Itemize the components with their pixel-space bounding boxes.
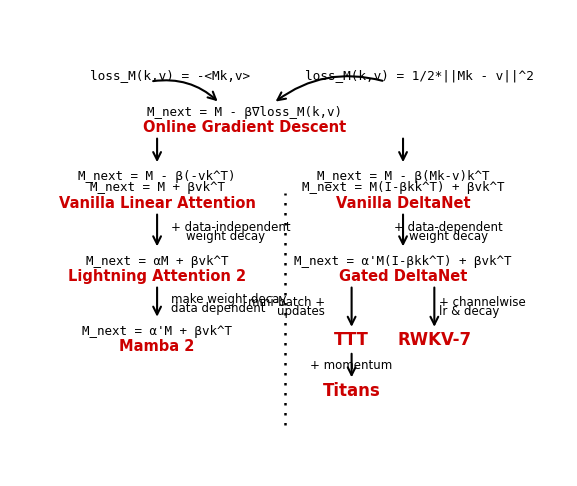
Text: data dependent: data dependent: [171, 302, 265, 315]
Text: Vanilla Linear Attention: Vanilla Linear Attention: [59, 196, 256, 211]
Text: Mamba 2: Mamba 2: [119, 339, 195, 354]
Text: TTT: TTT: [334, 331, 369, 349]
Text: Online Gradient Descent: Online Gradient Descent: [143, 120, 346, 135]
Text: Lightning Attention 2: Lightning Attention 2: [68, 269, 246, 284]
Text: weight decay: weight decay: [394, 230, 488, 243]
Text: RWKV-7: RWKV-7: [398, 331, 471, 349]
Text: make weight decay: make weight decay: [171, 293, 286, 306]
Text: Vanilla DeltaNet: Vanilla DeltaNet: [336, 196, 470, 211]
Text: M_next = M - β∇loss_M(k,v): M_next = M - β∇loss_M(k,v): [147, 106, 342, 119]
Text: M_next = M - β(-vk^T): M_next = M - β(-vk^T): [78, 170, 236, 183]
Text: mini-batch +: mini-batch +: [248, 296, 325, 309]
Text: + channelwise: + channelwise: [439, 296, 526, 309]
Text: M_next = M(I-βkk^T) + βvk^T: M_next = M(I-βkk^T) + βvk^T: [302, 181, 504, 194]
Text: M_next = M + βvk^T: M_next = M + βvk^T: [89, 181, 224, 194]
Text: Gated DeltaNet: Gated DeltaNet: [339, 269, 467, 284]
Text: loss_M(k,v) = -<Mk,v>: loss_M(k,v) = -<Mk,v>: [90, 69, 250, 82]
Text: + data-independent: + data-independent: [171, 221, 290, 234]
Text: M_next = αM + βvk^T: M_next = αM + βvk^T: [86, 255, 228, 268]
Text: Titans: Titans: [323, 382, 380, 399]
Text: + data-dependent: + data-dependent: [394, 221, 503, 234]
Text: + momentum: + momentum: [310, 360, 393, 372]
Text: M_next = α'M(I-βkk^T) + βvk^T: M_next = α'M(I-βkk^T) + βvk^T: [294, 255, 512, 268]
Text: updates: updates: [277, 305, 325, 318]
Text: loss_M(k,v) = 1/2*||Mk - v||^2: loss_M(k,v) = 1/2*||Mk - v||^2: [305, 69, 533, 82]
Text: M_next = M - β(Mk-v)k^T: M_next = M - β(Mk-v)k^T: [317, 170, 489, 183]
Text: lr & decay: lr & decay: [439, 305, 499, 318]
Text: weight decay: weight decay: [171, 230, 265, 243]
Text: M_next = α'M + βvk^T: M_next = α'M + βvk^T: [82, 325, 232, 338]
